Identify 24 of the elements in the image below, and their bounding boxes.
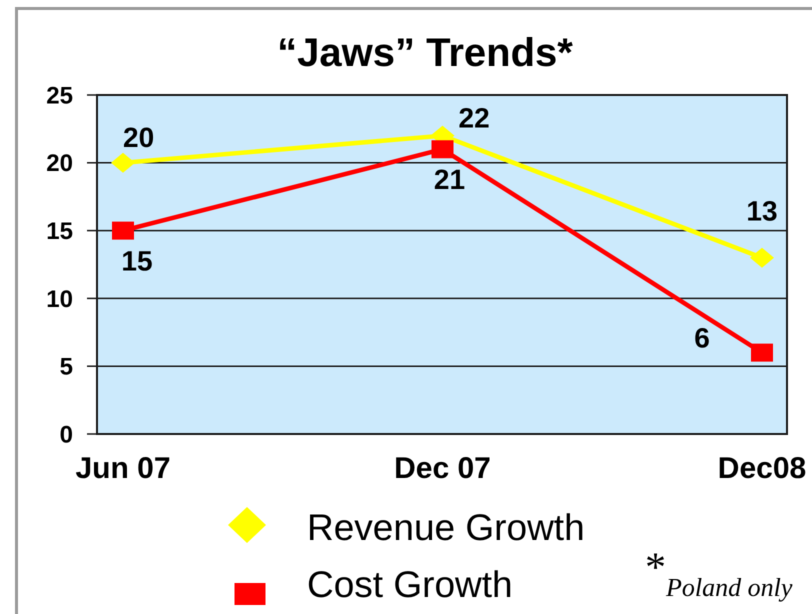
data-label: 21 (434, 164, 466, 196)
data-label: 22 (458, 102, 490, 134)
point (432, 140, 454, 158)
point (751, 344, 773, 362)
y-tick-label: 10 (46, 286, 73, 313)
text: *$_{Poland only}$ (645, 545, 793, 602)
y-tick-label: 5 (60, 354, 73, 381)
data-label: 20 (123, 122, 154, 153)
point (750, 248, 774, 268)
y-tick-label: 15 (46, 218, 73, 245)
point (111, 152, 135, 173)
data-label: 15 (121, 246, 153, 277)
x-tick-label: Jun 07 (75, 452, 171, 485)
point (112, 222, 134, 240)
y-tick-label: 20 (46, 150, 73, 178)
x-tick-label: Dec 07 (394, 452, 491, 485)
legend-label: Cost Growth (307, 564, 513, 605)
data-label: 13 (746, 196, 778, 227)
chart-title: “Jaws” Trends* (277, 31, 574, 75)
y-tick-label: 0 (60, 421, 73, 448)
x-tick-label: Dec08 (718, 452, 806, 485)
legend-label: Revenue Growth (307, 506, 585, 548)
y-tick-label: 25 (46, 82, 73, 110)
data-label: 6 (694, 322, 710, 354)
